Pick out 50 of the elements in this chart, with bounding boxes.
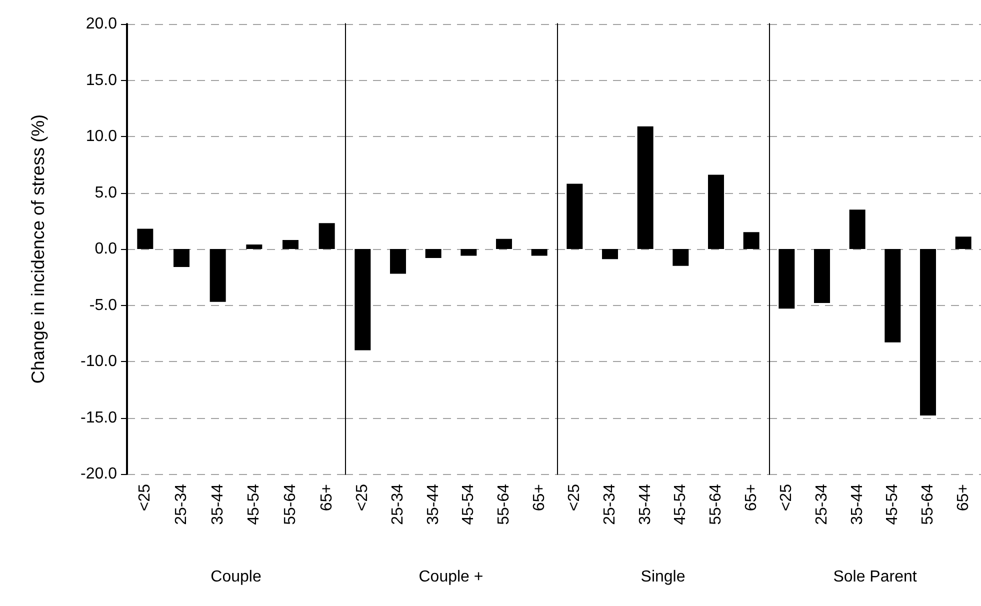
x-tick-label: <25 [778,484,796,512]
x-tick-label: 65+ [530,484,548,512]
y-tick-label: -5.0 [89,296,118,314]
x-tick-label: 25-34 [173,484,190,525]
x-tick-label: 45-54 [672,484,690,525]
x-tick-label: 55-64 [920,484,936,525]
bar [672,249,689,266]
bar [318,223,335,249]
y-tick-label: 20.0 [86,16,118,32]
x-tick-label: 25-34 [814,484,830,525]
x-tick-label: 65+ [318,484,336,512]
bar [174,249,190,267]
x-tick-label: 55-64 [282,484,299,525]
y-tick-label: -10.0 [80,353,118,370]
bar [246,244,262,249]
bar [210,249,226,302]
x-tick-label: 45-54 [884,484,902,525]
x-tick-label: 35-44 [636,484,654,525]
x-axis-title: Couple [210,568,262,586]
y-tick-label: 15.0 [86,72,118,89]
y-tick-label: 10.0 [86,128,118,145]
x-axis-title: Single [640,568,686,586]
x-axis-title: Sole Parent [833,568,918,586]
x-tick-label: 65+ [742,484,760,512]
bar [743,232,760,249]
x-tick-label: <25 [566,484,584,512]
x-tick-label: 35-44 [424,484,442,525]
x-tick-label: 25-34 [602,484,618,525]
x-tick-label: <25 [136,484,154,512]
bar [137,228,154,249]
y-tick-label: 5.0 [94,184,118,202]
x-tick-label: 55-64 [708,484,724,525]
bar [282,240,298,249]
y-tick-label: -20.0 [80,466,118,482]
x-tick-label: <25 [354,484,372,512]
bar [602,249,618,260]
bar [637,126,654,249]
y-axis-title: Change in incidence of stress (%) [28,114,48,384]
x-tick-label: 25-34 [390,484,406,525]
y-tick-label: 0.0 [94,240,118,258]
x-tick-label: 45-54 [460,484,478,525]
bar [566,184,583,249]
y-tick-label: -15.0 [80,409,118,426]
x-tick-label: 45-54 [246,484,263,525]
x-axis-title: Couple + [418,568,484,586]
x-tick-label: 35-44 [848,484,866,525]
x-tick-label: 55-64 [496,484,512,525]
bar [708,174,724,249]
x-tick-label: 65+ [954,484,972,512]
x-tick-label: 35-44 [209,484,226,525]
